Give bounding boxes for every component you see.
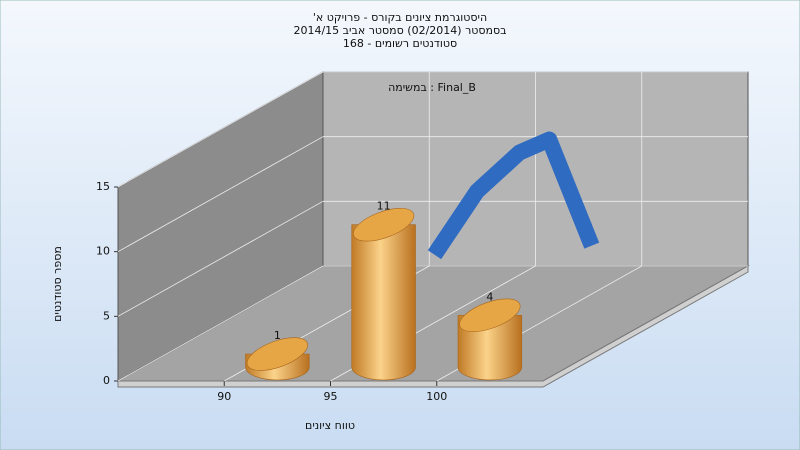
- x-axis-label: טווח ציונים: [305, 419, 355, 432]
- x-tick-label: 95: [324, 390, 338, 403]
- x-tick-label: 90: [217, 390, 231, 403]
- y-tick-label: 15: [96, 180, 110, 193]
- annotation: Final_B : במשימה: [388, 81, 476, 94]
- bar-top: [246, 337, 308, 371]
- y-tick-label: 5: [103, 309, 110, 322]
- bar-top: [353, 208, 415, 242]
- x-tick-label: 100: [426, 390, 447, 403]
- chart-title: היסטוגרמת ציונים בקורס - פרויקט א': [313, 11, 487, 24]
- y-tick-label: 0: [103, 374, 110, 387]
- value-label: 1: [274, 329, 281, 342]
- bar: [351, 208, 416, 381]
- chart-title: בסמסטר (02/2014) סמסטר אביב 2014/15: [293, 24, 506, 37]
- grid-line: [117, 200, 324, 317]
- chart-title: סטודנטים רשומים - 168: [343, 37, 457, 50]
- y-tick-label: 10: [96, 245, 110, 258]
- bar: [245, 337, 310, 381]
- grid-line: [117, 71, 324, 188]
- value-label: 4: [486, 290, 493, 303]
- fit-curve: [427, 131, 600, 260]
- bar-body: [351, 224, 416, 381]
- grid-line: [117, 136, 324, 253]
- bar-top: [459, 298, 521, 332]
- grid-line: [117, 265, 324, 382]
- floor-edge: [117, 265, 749, 388]
- bar: [457, 298, 523, 381]
- y-axis-label: מספר סטודנטים: [51, 246, 64, 322]
- value-label: 11: [377, 200, 391, 213]
